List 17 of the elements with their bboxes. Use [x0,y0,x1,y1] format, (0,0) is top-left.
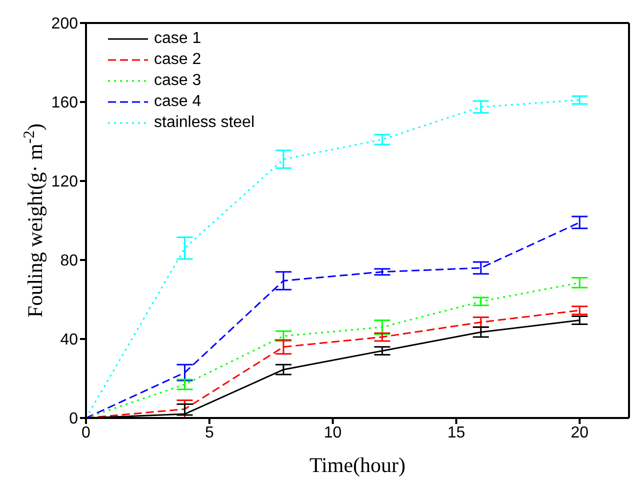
y-tick-label: 200 [51,16,78,33]
x-tick-label: 0 [82,424,91,442]
y-tick-label: 80 [60,252,78,270]
x-tick-label: 15 [447,424,466,442]
x-tick-label: 5 [204,424,214,442]
y-tick-label: 160 [51,94,78,112]
legend-label: stainless steel [154,114,254,132]
x-tick-label: 10 [324,424,342,442]
legend-label: case 2 [154,50,202,68]
y-tick-label: 0 [69,410,78,428]
legend-label: case 4 [154,92,202,110]
x-tick-label: 20 [570,424,589,442]
x-axis-title: Time(hour) [309,453,406,477]
y-tick-label: 120 [51,174,78,191]
legend-label: case 3 [154,72,202,90]
legend-label: case 1 [154,30,202,48]
y-tick-label: 40 [60,332,78,349]
